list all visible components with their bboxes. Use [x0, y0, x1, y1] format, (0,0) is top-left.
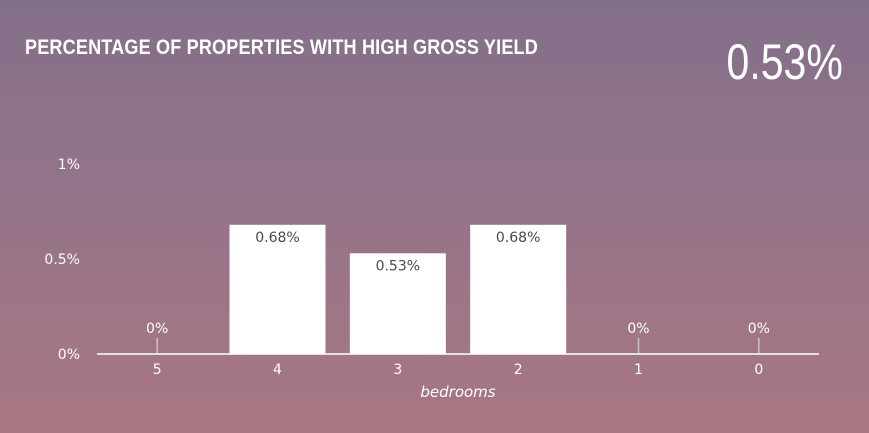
x-tick-label: 2	[514, 362, 523, 378]
data-label: 0%	[146, 321, 168, 337]
x-tick-label: 0	[754, 362, 763, 378]
bars: 0% 0.68% 0.53% 0.68% 0% 0%	[146, 224, 770, 354]
x-tick-label: 3	[393, 362, 402, 378]
bar-3	[349, 253, 446, 354]
data-label: 0.68%	[496, 230, 540, 246]
x-tick-label: 5	[153, 362, 162, 378]
y-tick-label: 0%	[58, 347, 80, 363]
data-label: 0.68%	[255, 230, 299, 246]
x-axis: 5 4 3 2 1 0	[153, 362, 764, 378]
x-tick-label: 1	[634, 362, 643, 378]
bar-4	[229, 224, 326, 354]
data-label: 0.53%	[376, 258, 420, 274]
y-tick-label: 0.5%	[44, 252, 80, 268]
x-tick-label: 4	[273, 362, 282, 378]
x-axis-label: bedrooms	[420, 383, 495, 401]
bar-2	[470, 224, 567, 354]
y-tick-label: 1%	[58, 157, 80, 173]
headline-value: 0.53%	[726, 34, 843, 90]
y-axis: 0% 0.5% 1%	[44, 157, 80, 363]
data-label: 0%	[627, 321, 649, 337]
chart-title: PERCENTAGE OF PROPERTIES WITH HIGH GROSS…	[25, 36, 538, 59]
data-label: 0%	[748, 321, 770, 337]
